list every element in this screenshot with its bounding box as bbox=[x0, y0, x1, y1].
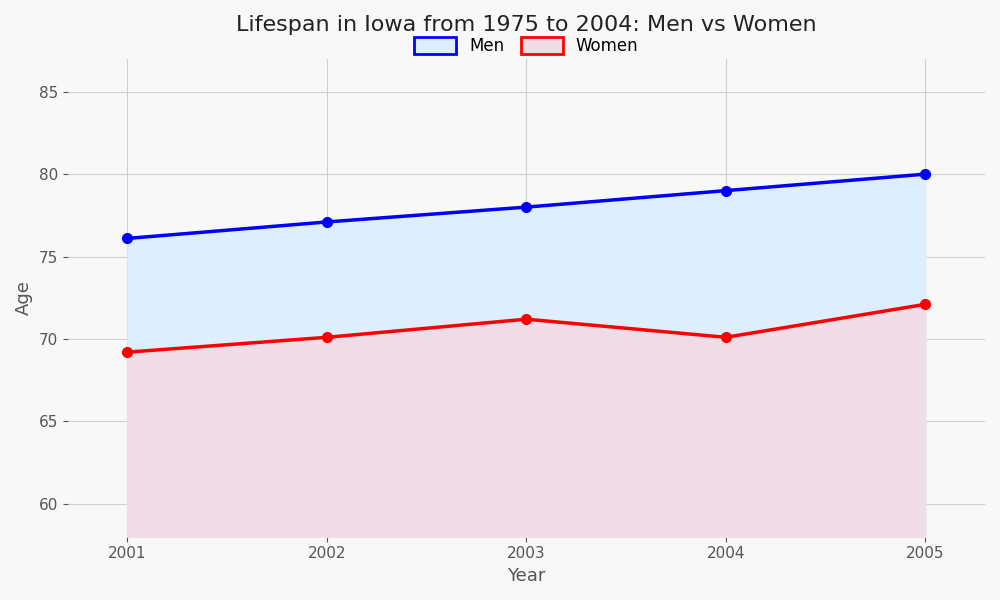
X-axis label: Year: Year bbox=[507, 567, 546, 585]
Legend: Men, Women: Men, Women bbox=[406, 29, 647, 64]
Y-axis label: Age: Age bbox=[15, 280, 33, 315]
Title: Lifespan in Iowa from 1975 to 2004: Men vs Women: Lifespan in Iowa from 1975 to 2004: Men … bbox=[236, 15, 817, 35]
